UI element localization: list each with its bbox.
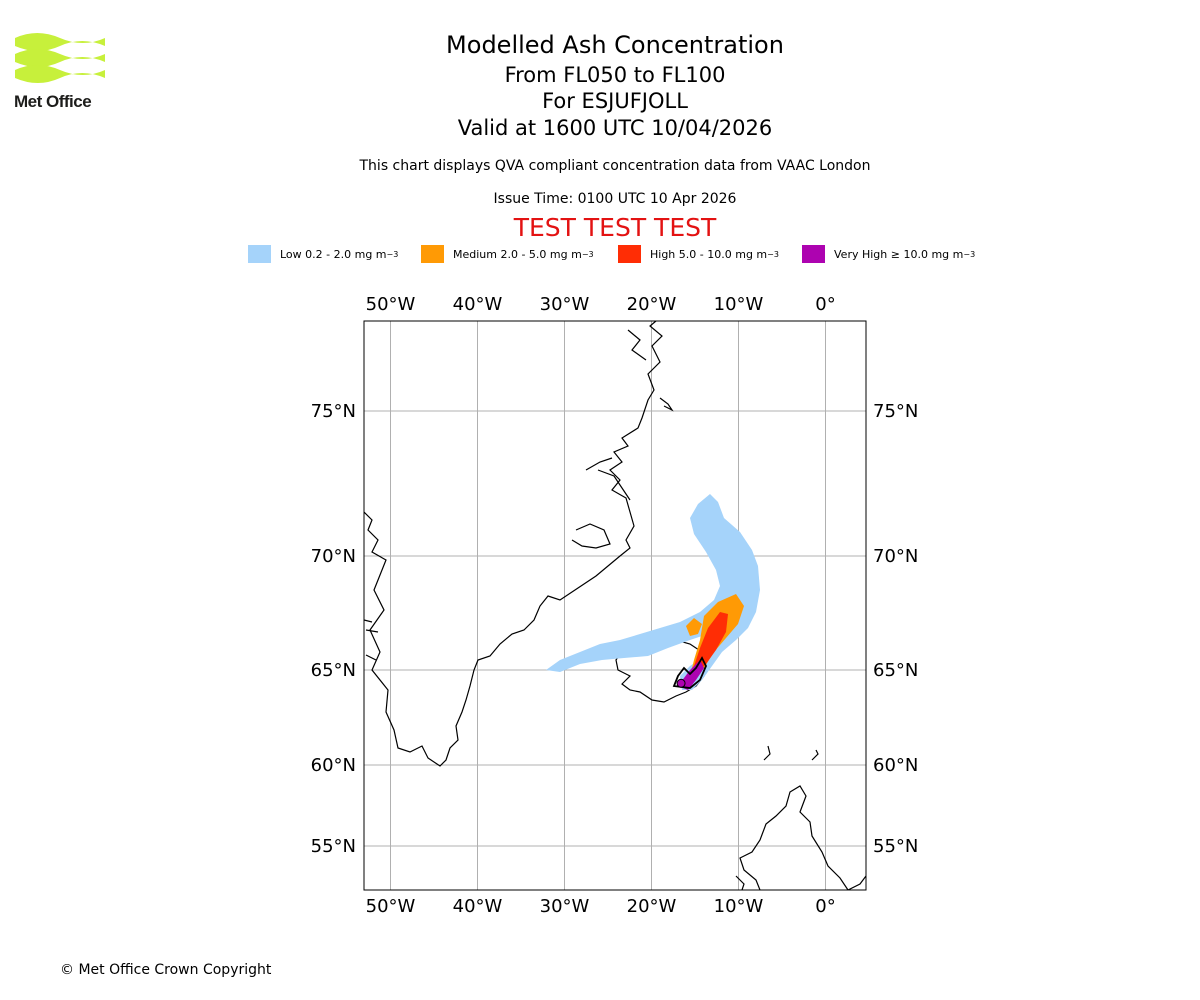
volcano-marker-icon [676, 678, 686, 688]
lat-tick-label-left: 70°N [311, 546, 356, 567]
lat-tick-label-right: 60°N [873, 755, 918, 776]
volcano-name: For ESJUFJOLL [542, 89, 688, 113]
lat-tick-label-left: 65°N [311, 660, 356, 681]
lat-tick-label-left: 75°N [311, 401, 356, 422]
legend-swatch-very-high [802, 245, 825, 263]
legend-item-low: Low 0.2 - 2.0 mg m −3 [248, 245, 398, 263]
legend-item-medium: Medium 2.0 - 5.0 mg m −3 [421, 245, 594, 263]
lon-tick-label-bottom: 50°W [366, 896, 416, 917]
flight-level-range: From FL050 to FL100 [504, 63, 726, 87]
lon-tick-label-bottom: 40°W [453, 896, 503, 917]
legend-label-very-high: Very High ≥ 10.0 mg m [834, 247, 964, 261]
axis-tick-labels: 50°W 50°W 40°W 40°W 30°W 30°W 20°W 20°W 10°W 10°W… [311, 294, 919, 917]
issue-time: Issue Time: 0100 UTC 10 Apr 2026 [493, 191, 737, 207]
lat-tick-label-left: 55°N [311, 836, 356, 857]
lat-tick-label-right: 75°N [873, 401, 918, 422]
lat-tick-label-left: 60°N [311, 755, 356, 776]
legend-exponent: −3 [767, 249, 779, 259]
lat-tick-label-right: 65°N [873, 660, 918, 681]
map-frame [363, 320, 867, 891]
ash-medium-patch [686, 618, 702, 636]
lon-tick-label-top: 30°W [540, 294, 590, 315]
lat-tick-label-right: 55°N [873, 836, 918, 857]
chart-title: Modelled Ash Concentration [446, 31, 784, 59]
lat-tick-label-right: 70°N [873, 546, 918, 567]
legend-item-very-high: Very High ≥ 10.0 mg m −3 [802, 245, 975, 263]
lon-tick-label-bottom: 30°W [540, 896, 590, 917]
greenland-coastline [364, 321, 663, 767]
met-office-logo: Met Office [14, 30, 106, 112]
compliance-note: This chart displays QVA compliant concen… [359, 158, 871, 174]
legend-label-low: Low 0.2 - 2.0 mg m [280, 247, 387, 261]
lon-tick-label-bottom: 20°W [627, 896, 677, 917]
legend-swatch-low [248, 245, 271, 263]
legend-exponent: −3 [386, 249, 399, 259]
legend-item-high: High 5.0 - 10.0 mg m −3 [618, 245, 779, 263]
map-background [364, 321, 866, 890]
legend-label-high: High 5.0 - 10.0 mg m [650, 247, 768, 261]
lon-tick-label-bottom: 10°W [714, 896, 764, 917]
lon-tick-label-bottom: 0° [815, 896, 835, 917]
legend-swatch-medium [421, 245, 444, 263]
legend-label-medium: Medium 2.0 - 5.0 mg m [453, 247, 582, 261]
legend-swatch-high [618, 245, 641, 263]
lon-tick-label-top: 50°W [366, 294, 416, 315]
valid-time: Valid at 1600 UTC 10/04/2026 [457, 116, 773, 140]
scotland-coastline [739, 785, 849, 890]
legend-exponent: −3 [963, 249, 976, 259]
test-banner: TEST TEST TEST [513, 213, 717, 242]
ash-low-concentration-area [546, 494, 760, 690]
lon-tick-label-top: 20°W [627, 294, 677, 315]
ash-flight-area [672, 656, 707, 689]
lon-tick-label-top: 40°W [453, 294, 503, 315]
lon-tick-label-top: 10°W [714, 294, 764, 315]
met-office-logo-text: Met Office [14, 92, 92, 111]
legend-exponent: −3 [581, 249, 594, 259]
met-office-waves-icon [15, 33, 105, 83]
lon-tick-label-top: 0° [815, 294, 835, 315]
copyright-notice: © Met Office Crown Copyright [60, 962, 272, 978]
gridlines [364, 321, 866, 890]
